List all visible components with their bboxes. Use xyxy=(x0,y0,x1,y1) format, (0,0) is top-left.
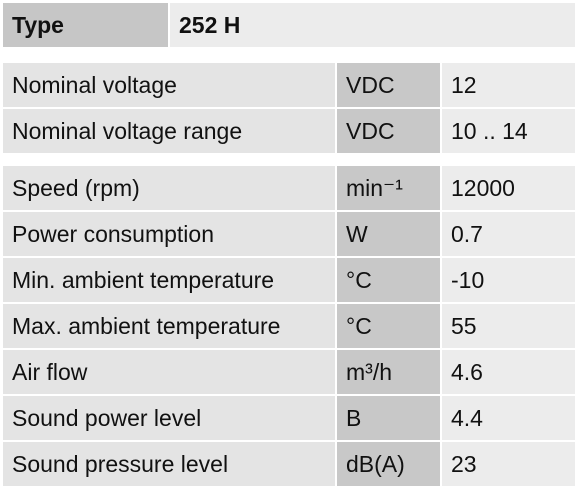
value-cell: -10 xyxy=(442,258,575,302)
parameter-cell: Sound power level xyxy=(3,396,335,440)
parameter-cell: Nominal voltage xyxy=(3,63,335,107)
parameter-cell: Power consumption xyxy=(3,212,335,256)
value-cell: 55 xyxy=(442,304,575,348)
value-cell: 23 xyxy=(442,442,575,486)
unit-cell: W xyxy=(337,212,440,256)
unit-cell: dB(A) xyxy=(337,442,440,486)
type-value: 252 H xyxy=(170,3,575,47)
type-label: Type xyxy=(3,3,168,47)
unit-cell: min⁻¹ xyxy=(337,166,440,210)
unit-cell: °C xyxy=(337,304,440,348)
parameter-cell: Min. ambient temperature xyxy=(3,258,335,302)
value-cell: 12000 xyxy=(442,166,575,210)
parameter-cell: Air flow xyxy=(3,350,335,394)
unit-cell: °C xyxy=(337,258,440,302)
value-cell: 4.4 xyxy=(442,396,575,440)
value-cell: 0.7 xyxy=(442,212,575,256)
parameter-cell: Sound pressure level xyxy=(3,442,335,486)
value-cell: 12 xyxy=(442,63,575,107)
unit-cell: VDC xyxy=(337,63,440,107)
parameter-cell: Speed (rpm) xyxy=(3,166,335,210)
value-cell: 4.6 xyxy=(442,350,575,394)
unit-cell: VDC xyxy=(337,109,440,153)
parameter-cell: Nominal voltage range xyxy=(3,109,335,153)
value-cell: 10 .. 14 xyxy=(442,109,575,153)
parameter-cell: Max. ambient temperature xyxy=(3,304,335,348)
unit-cell: m³/h xyxy=(337,350,440,394)
unit-cell: B xyxy=(337,396,440,440)
